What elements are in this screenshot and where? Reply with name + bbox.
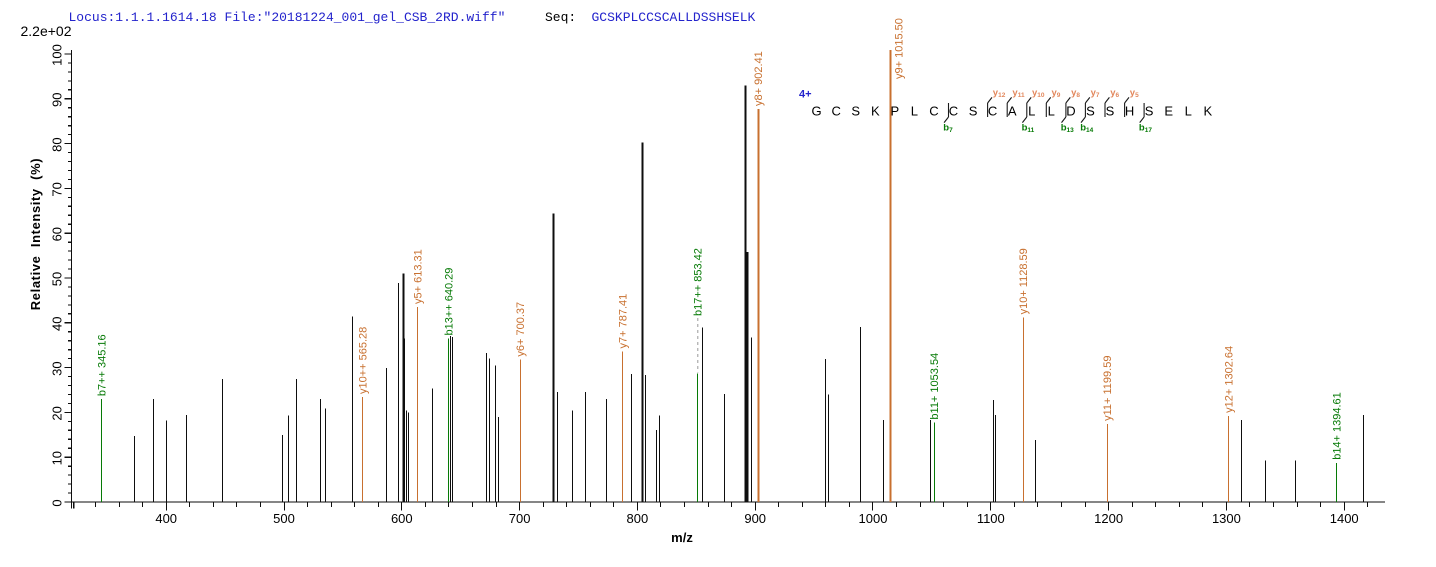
svg-text:1100: 1100: [977, 511, 1005, 526]
svg-text:E: E: [1164, 104, 1173, 119]
svg-text:900: 900: [744, 511, 766, 526]
svg-text:K: K: [1203, 104, 1212, 119]
svg-text:y6+ 700.37: y6+ 700.37: [515, 302, 527, 357]
svg-text:P: P: [890, 104, 899, 119]
svg-text:S: S: [1145, 104, 1154, 119]
svg-text:y6: y6: [1110, 88, 1119, 100]
svg-text:800: 800: [627, 511, 649, 526]
svg-text:y8+ 902.41: y8+ 902.41: [753, 51, 765, 106]
svg-text:50: 50: [50, 272, 65, 286]
svg-text:y7: y7: [1091, 88, 1100, 100]
svg-text:b11: b11: [1022, 123, 1035, 135]
svg-text:C: C: [988, 104, 997, 119]
svg-text:D: D: [1066, 104, 1075, 119]
svg-text:y11: y11: [1012, 88, 1025, 100]
svg-text:y11+ 1199.59: y11+ 1199.59: [1102, 356, 1114, 421]
svg-text:y10++ 565.28: y10++ 565.28: [357, 327, 369, 394]
svg-text:S: S: [1106, 104, 1115, 119]
svg-text:S: S: [1086, 104, 1095, 119]
svg-text:y12+ 1302.64: y12+ 1302.64: [1224, 346, 1236, 413]
svg-text:100: 100: [50, 44, 65, 66]
svg-text:L: L: [1028, 104, 1035, 119]
svg-text:S: S: [969, 104, 978, 119]
svg-text:H: H: [1125, 104, 1134, 119]
svg-text:L: L: [1185, 104, 1192, 119]
svg-text:L: L: [1048, 104, 1055, 119]
svg-text:b11+ 1053.54: b11+ 1053.54: [929, 353, 941, 420]
svg-text:y7+ 787.41: y7+ 787.41: [617, 294, 629, 349]
svg-text:G: G: [812, 104, 822, 119]
svg-text:y10+ 1128.59: y10+ 1128.59: [1018, 248, 1030, 314]
svg-text:600: 600: [391, 511, 413, 526]
svg-text:1300: 1300: [1212, 511, 1241, 526]
svg-text:4+: 4+: [799, 89, 812, 101]
svg-text:b7++ 345.16: b7++ 345.16: [97, 334, 109, 396]
svg-text:b14+ 1394.61: b14+ 1394.61: [1331, 392, 1343, 460]
svg-text:400: 400: [155, 511, 177, 526]
svg-text:y5+ 613.31: y5+ 613.31: [412, 249, 424, 304]
svg-text:Locus:1.1.1.1614.18 File:"2018: Locus:1.1.1.1614.18 File:"20181224_001_g…: [69, 10, 506, 25]
svg-text:y9+ 1015.50: y9+ 1015.50: [894, 18, 906, 79]
svg-text:y9: y9: [1052, 88, 1061, 100]
svg-text:1200: 1200: [1094, 511, 1123, 526]
svg-text:1000: 1000: [859, 511, 888, 526]
svg-text:b13: b13: [1061, 123, 1074, 135]
svg-text:80: 80: [50, 137, 65, 151]
svg-text:C: C: [949, 104, 958, 119]
svg-text:b13++ 640.29: b13++ 640.29: [443, 268, 455, 336]
svg-text:m/z: m/z: [671, 530, 693, 545]
svg-text:A: A: [1008, 104, 1017, 119]
svg-text:2.2e+02: 2.2e+02: [21, 23, 72, 39]
svg-text:K: K: [871, 104, 880, 119]
svg-text:y8: y8: [1071, 88, 1080, 100]
svg-text:GCSKPLCCSCALLDSSHSELK: GCSKPLCCSCALLDSSHSELK: [592, 10, 756, 25]
svg-text:20: 20: [50, 406, 65, 420]
svg-text:b14: b14: [1080, 123, 1093, 135]
svg-text:b17: b17: [1139, 123, 1152, 135]
svg-text:C: C: [832, 104, 841, 119]
svg-text:L: L: [911, 104, 918, 119]
svg-text:y10: y10: [1032, 88, 1045, 100]
svg-text:0: 0: [50, 499, 65, 506]
svg-text:60: 60: [50, 227, 65, 241]
svg-text:b7: b7: [943, 123, 953, 135]
svg-text:10: 10: [50, 451, 65, 465]
svg-text:S: S: [851, 104, 860, 119]
svg-text:70: 70: [50, 182, 65, 196]
svg-text:40: 40: [50, 317, 65, 331]
svg-text:y12: y12: [993, 88, 1006, 100]
svg-text:b17++ 853.42: b17++ 853.42: [693, 248, 705, 316]
svg-text:y5: y5: [1130, 88, 1139, 100]
svg-text:30: 30: [50, 361, 65, 375]
svg-text:Relative Intensity (%): Relative Intensity (%): [28, 158, 43, 310]
svg-text:90: 90: [50, 93, 65, 107]
svg-text:Seq:: Seq:: [545, 10, 576, 25]
svg-text:C: C: [929, 104, 938, 119]
svg-text:1400: 1400: [1330, 511, 1359, 526]
svg-text:700: 700: [509, 511, 531, 526]
svg-text:500: 500: [273, 511, 295, 526]
